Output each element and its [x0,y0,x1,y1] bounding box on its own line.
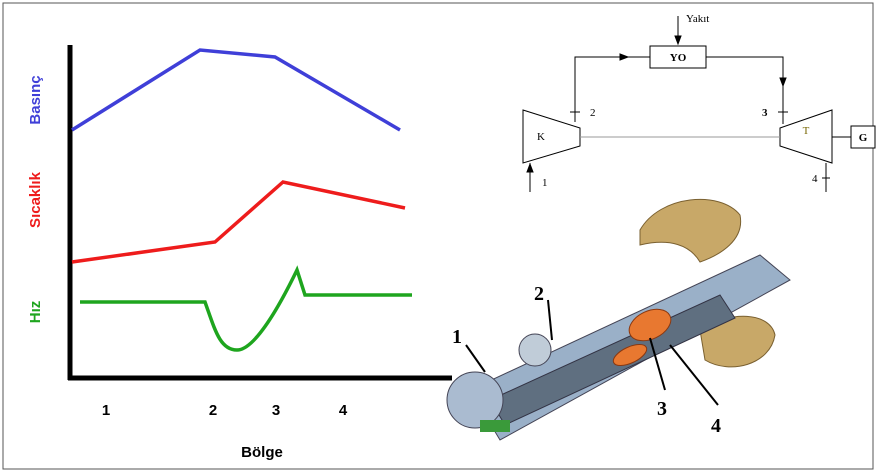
part-label: 3 [657,398,667,420]
y-label: Hız [27,301,44,324]
combustor-label: YO [670,52,687,64]
turbine [779,109,833,164]
velocity-curve [80,265,412,352]
leader [465,344,486,373]
generator-label: G [859,132,868,144]
fuel-label: Yakıt [686,13,709,25]
station-label: 4 [812,173,818,185]
pressure-curve [71,48,401,132]
generator-box [850,125,876,149]
x-label: 3 [272,402,280,419]
y-label: Sıcaklık [27,171,44,228]
arrow [526,162,534,173]
arrow [619,53,630,61]
pipe [706,56,784,124]
bearing [518,333,552,367]
part [480,420,510,432]
inlet [446,371,504,429]
part-label: 4 [711,415,721,437]
arrow [779,77,787,88]
leader [649,337,666,391]
part-label: 1 [452,326,462,348]
compressor [522,109,581,164]
part-label: 2 [534,283,544,305]
schematic: Yakıt YO K T G 1 2 3 4 [522,13,876,192]
volute [639,198,742,263]
x-label: 4 [339,402,348,419]
station-label: 3 [762,107,768,119]
combustor [612,343,648,367]
station-label: 2 [590,107,596,119]
x-label: 2 [209,402,217,419]
cutaway: 1 2 3 4 [446,198,791,441]
x-label: 1 [102,402,110,419]
x-title: Bölge [241,444,283,461]
arrow [674,35,682,46]
leader [669,344,719,406]
station-label: 1 [542,177,548,189]
leader [547,299,553,341]
turbine-label: T [803,125,810,137]
plot: Basınç Sıcaklık Hız 1 2 3 4 Bölge [27,45,452,461]
compressor-label: K [537,131,545,143]
temperature-curve [71,180,406,264]
combustor [628,308,672,342]
y-label: Basınç [27,75,44,124]
